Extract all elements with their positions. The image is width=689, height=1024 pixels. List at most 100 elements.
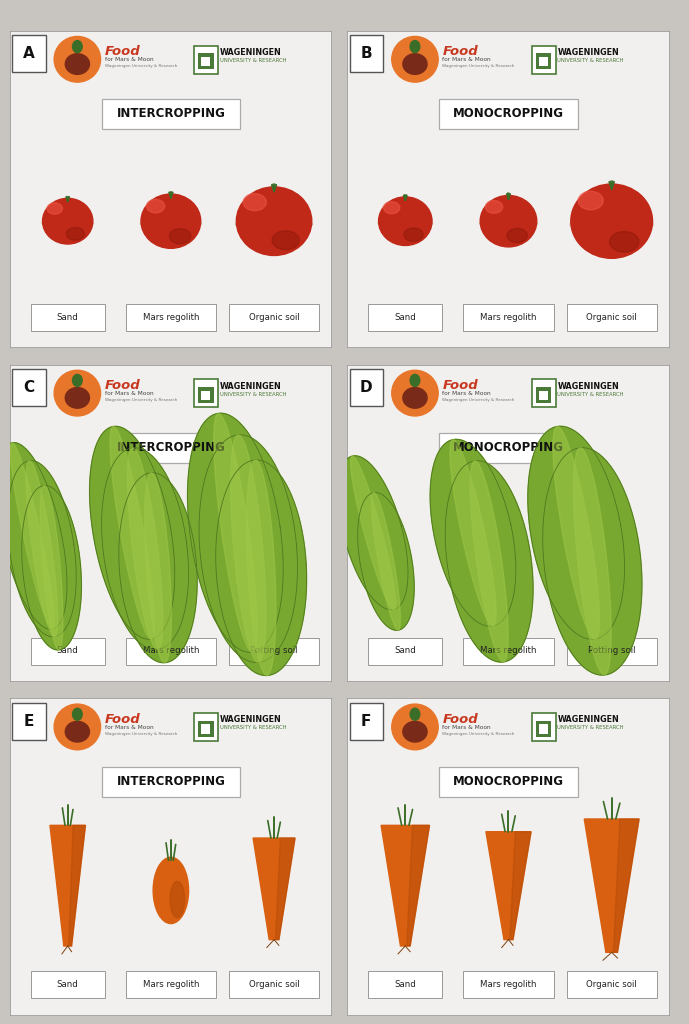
Text: Sand: Sand — [394, 980, 416, 989]
Ellipse shape — [141, 194, 200, 249]
FancyBboxPatch shape — [10, 31, 332, 348]
Text: Food: Food — [442, 45, 478, 57]
Text: UNIVERSITY & RESEARCH: UNIVERSITY & RESEARCH — [220, 391, 287, 396]
Polygon shape — [543, 447, 642, 675]
FancyBboxPatch shape — [347, 698, 670, 1016]
Ellipse shape — [243, 194, 267, 211]
Polygon shape — [358, 493, 414, 630]
Text: C: C — [23, 380, 34, 395]
Text: Mars regolith: Mars regolith — [143, 312, 199, 322]
FancyBboxPatch shape — [229, 638, 319, 665]
Circle shape — [392, 37, 438, 82]
Ellipse shape — [170, 882, 185, 918]
Text: for Mars & Moon: for Mars & Moon — [442, 725, 491, 730]
Polygon shape — [486, 831, 531, 940]
FancyBboxPatch shape — [12, 703, 45, 739]
Text: Sand: Sand — [394, 312, 416, 322]
Polygon shape — [216, 460, 307, 676]
Polygon shape — [381, 825, 429, 946]
Text: A: A — [23, 46, 34, 61]
Polygon shape — [247, 460, 276, 676]
FancyBboxPatch shape — [532, 380, 555, 408]
Text: Food: Food — [442, 713, 478, 725]
Polygon shape — [253, 838, 295, 940]
Ellipse shape — [383, 202, 400, 214]
Ellipse shape — [410, 41, 420, 52]
Polygon shape — [22, 485, 81, 650]
Ellipse shape — [153, 857, 189, 924]
Text: E: E — [23, 714, 34, 729]
Text: MONOCROPPING: MONOCROPPING — [453, 108, 564, 121]
Ellipse shape — [378, 197, 432, 246]
Text: UNIVERSITY & RESEARCH: UNIVERSITY & RESEARCH — [557, 725, 624, 730]
Polygon shape — [50, 825, 85, 946]
Ellipse shape — [410, 375, 420, 386]
FancyBboxPatch shape — [566, 972, 657, 998]
FancyBboxPatch shape — [125, 304, 216, 331]
Ellipse shape — [169, 228, 191, 244]
Text: Sand: Sand — [394, 646, 416, 655]
FancyBboxPatch shape — [368, 972, 442, 998]
Text: WAGENINGEN: WAGENINGEN — [557, 382, 619, 390]
Text: UNIVERSITY & RESEARCH: UNIVERSITY & RESEARCH — [220, 725, 287, 730]
FancyBboxPatch shape — [566, 304, 657, 331]
Polygon shape — [199, 435, 298, 663]
Ellipse shape — [65, 53, 90, 75]
FancyBboxPatch shape — [229, 304, 319, 331]
Ellipse shape — [72, 41, 82, 52]
FancyBboxPatch shape — [12, 370, 45, 406]
FancyBboxPatch shape — [30, 638, 105, 665]
Text: WAGENINGEN: WAGENINGEN — [557, 48, 619, 56]
Ellipse shape — [403, 721, 427, 742]
Text: Food: Food — [442, 379, 478, 391]
Circle shape — [392, 371, 438, 416]
FancyBboxPatch shape — [30, 304, 105, 331]
Polygon shape — [351, 456, 395, 609]
FancyBboxPatch shape — [536, 53, 551, 70]
Polygon shape — [430, 439, 516, 627]
Ellipse shape — [236, 217, 313, 230]
Text: Mars regolith: Mars regolith — [143, 980, 199, 989]
FancyBboxPatch shape — [201, 390, 210, 400]
Text: for Mars & Moon: for Mars & Moon — [105, 57, 154, 62]
FancyBboxPatch shape — [539, 390, 548, 400]
Text: Sand: Sand — [56, 312, 79, 322]
Text: Wageningen University & Research: Wageningen University & Research — [105, 398, 177, 402]
Polygon shape — [8, 461, 76, 637]
FancyBboxPatch shape — [536, 387, 551, 403]
Text: INTERCROPPING: INTERCROPPING — [116, 108, 225, 121]
Text: Potting soil: Potting soil — [250, 646, 298, 655]
Circle shape — [54, 705, 101, 750]
FancyBboxPatch shape — [194, 46, 218, 74]
Text: for Mars & Moon: for Mars & Moon — [105, 725, 154, 730]
Polygon shape — [573, 447, 611, 675]
Text: Food: Food — [105, 379, 141, 391]
Text: WAGENINGEN: WAGENINGEN — [220, 716, 282, 724]
Text: INTERCROPPING: INTERCROPPING — [116, 775, 225, 788]
Text: WAGENINGEN: WAGENINGEN — [557, 716, 619, 724]
Text: Mars regolith: Mars regolith — [480, 980, 537, 989]
Ellipse shape — [410, 709, 420, 720]
FancyBboxPatch shape — [30, 972, 105, 998]
FancyBboxPatch shape — [198, 387, 214, 403]
FancyBboxPatch shape — [101, 99, 240, 129]
Text: D: D — [360, 380, 373, 395]
Circle shape — [54, 371, 101, 416]
Polygon shape — [450, 439, 496, 626]
Text: UNIVERSITY & RESEARCH: UNIVERSITY & RESEARCH — [220, 57, 287, 62]
Polygon shape — [553, 427, 599, 639]
Ellipse shape — [65, 721, 90, 742]
FancyBboxPatch shape — [12, 36, 45, 72]
Text: Food: Food — [105, 713, 141, 725]
FancyBboxPatch shape — [368, 638, 442, 665]
FancyBboxPatch shape — [349, 703, 383, 739]
Polygon shape — [90, 426, 175, 639]
Ellipse shape — [66, 227, 85, 241]
Polygon shape — [26, 461, 58, 637]
FancyBboxPatch shape — [463, 638, 554, 665]
FancyBboxPatch shape — [347, 31, 670, 348]
FancyBboxPatch shape — [10, 698, 332, 1016]
Text: WAGENINGEN: WAGENINGEN — [220, 382, 282, 390]
FancyBboxPatch shape — [229, 972, 319, 998]
Text: Wageningen University & Research: Wageningen University & Research — [442, 398, 515, 402]
